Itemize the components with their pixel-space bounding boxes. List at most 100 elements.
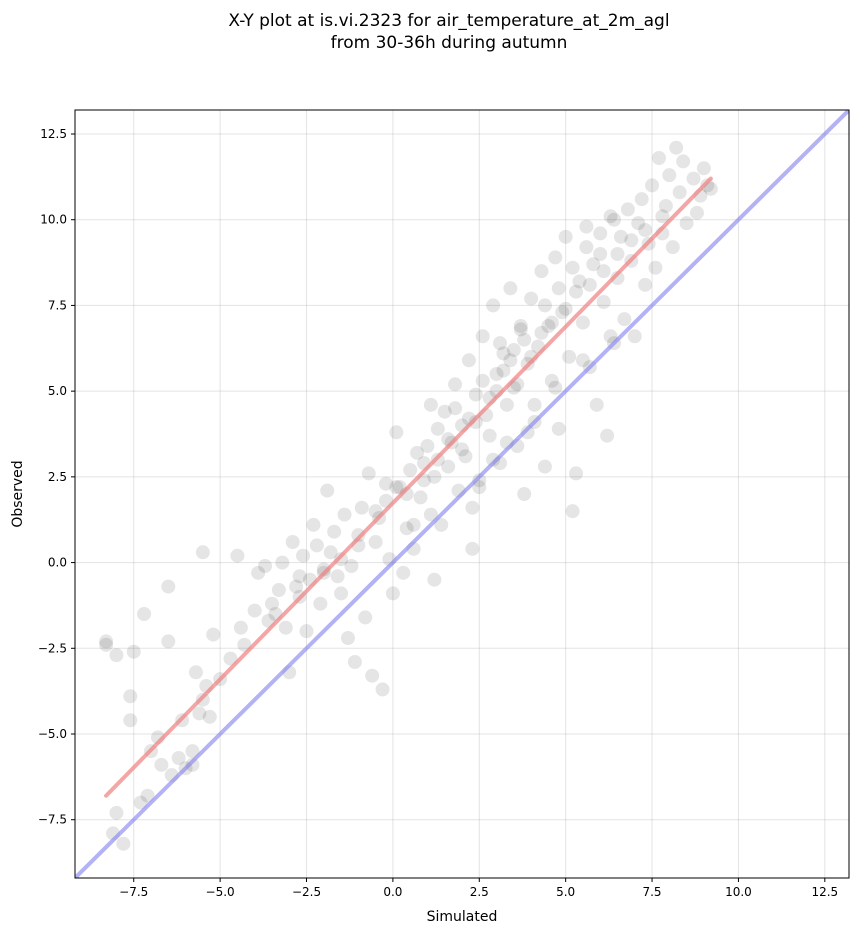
scatter-point <box>434 517 449 532</box>
scatter-point <box>607 212 622 227</box>
scatter-point <box>455 442 469 457</box>
scatter-point <box>669 140 684 155</box>
scatter-point <box>327 524 342 539</box>
scatter-point <box>534 325 549 340</box>
scatter-point <box>482 428 497 443</box>
scatter-point <box>662 168 677 183</box>
scatter-point <box>596 295 611 309</box>
scatter-point <box>679 216 694 231</box>
scatter-point <box>548 250 563 265</box>
scatter-point <box>558 301 573 316</box>
scatter-point <box>330 569 345 584</box>
scatter-point <box>596 264 611 279</box>
scatter-point <box>475 329 490 344</box>
y-tick-label: 5.0 <box>48 384 67 398</box>
scatter-point <box>468 415 483 429</box>
scatter-point <box>206 627 221 642</box>
scatter-point <box>385 586 400 601</box>
scatter-point <box>465 541 480 556</box>
scatter-point <box>569 284 584 299</box>
scatter-point <box>365 668 380 683</box>
scatter-point <box>271 583 286 597</box>
scatter-point <box>517 332 532 347</box>
scatter-point <box>410 445 425 460</box>
scatter-point <box>689 205 704 220</box>
scatter-point <box>247 603 262 618</box>
scatter-point <box>320 483 335 498</box>
scatter-point <box>202 709 217 724</box>
scatter-point <box>296 548 311 563</box>
scatter-point <box>638 223 653 237</box>
scatter-point <box>285 535 300 549</box>
scatter-point <box>603 209 618 224</box>
scatter-point <box>489 367 504 381</box>
scatter-point <box>396 565 411 580</box>
scatter-point <box>368 535 383 549</box>
scatter-point <box>185 757 200 772</box>
scatter-point <box>161 579 176 594</box>
scatter-point <box>289 579 304 594</box>
scatter-point <box>624 233 639 248</box>
scatter-point <box>427 469 442 484</box>
scatter-point <box>634 192 649 207</box>
scatter-point <box>575 353 590 368</box>
scatter-point <box>361 466 376 481</box>
scatter-point <box>548 380 563 395</box>
scatter-point <box>703 181 718 196</box>
scatter-point <box>109 648 124 663</box>
scatter-point <box>185 744 200 759</box>
scatter-point <box>558 229 573 244</box>
scatter-point <box>99 637 114 652</box>
scatter-point <box>354 500 369 515</box>
y-tick-label: 2.5 <box>48 470 67 484</box>
scatter-point <box>551 421 566 436</box>
y-tick-label: 0.0 <box>48 556 67 570</box>
scatter-point <box>292 569 307 584</box>
scatter-point <box>448 401 463 416</box>
scatter-point <box>423 397 438 412</box>
scatter-point <box>133 795 148 810</box>
scatter-point <box>378 476 393 491</box>
scatter-point <box>472 480 487 495</box>
scatter-point <box>123 689 138 704</box>
scatter-point <box>551 281 566 296</box>
scatter-point <box>672 185 687 200</box>
scatter-point <box>493 336 508 351</box>
scatter-point <box>171 751 186 765</box>
x-tick-label: −2.5 <box>292 885 321 899</box>
scatter-point <box>399 521 414 536</box>
scatter-point <box>617 312 632 327</box>
plot-frame <box>74 109 850 879</box>
scatter-point <box>486 452 501 467</box>
scatter-point <box>593 247 608 261</box>
scatter-point <box>620 202 635 217</box>
y-tick-label: 10.0 <box>40 213 67 227</box>
scatter-point <box>375 682 390 697</box>
scatter-point <box>565 504 580 519</box>
scatter-point <box>648 260 663 275</box>
scatter-point <box>116 836 131 851</box>
scatter-point <box>503 353 518 368</box>
scatter-point <box>154 757 169 772</box>
scatter-point <box>700 178 715 193</box>
identity-line <box>75 110 849 878</box>
scatter-point <box>316 562 331 577</box>
scatter-point <box>309 538 324 553</box>
scatter-point <box>313 596 328 611</box>
x-tick-label: 2.5 <box>470 885 489 899</box>
y-axis-label: Observed <box>10 460 26 527</box>
scatter-point <box>593 226 608 241</box>
scatter-point <box>347 655 362 669</box>
scatter-point <box>230 548 245 563</box>
scatter-point <box>589 397 604 412</box>
y-tick-label: −5.0 <box>38 727 67 741</box>
x-axis-label: Simulated <box>427 909 498 925</box>
y-tick-label: −2.5 <box>38 641 67 655</box>
scatter-point <box>403 463 418 477</box>
scatter-point <box>233 620 248 635</box>
scatter-point <box>613 229 628 244</box>
scatter-point <box>195 545 210 560</box>
chart-title: X-Y plot at is.vi.2323 for air_temperatu… <box>228 11 669 53</box>
scatter-point <box>437 404 452 419</box>
